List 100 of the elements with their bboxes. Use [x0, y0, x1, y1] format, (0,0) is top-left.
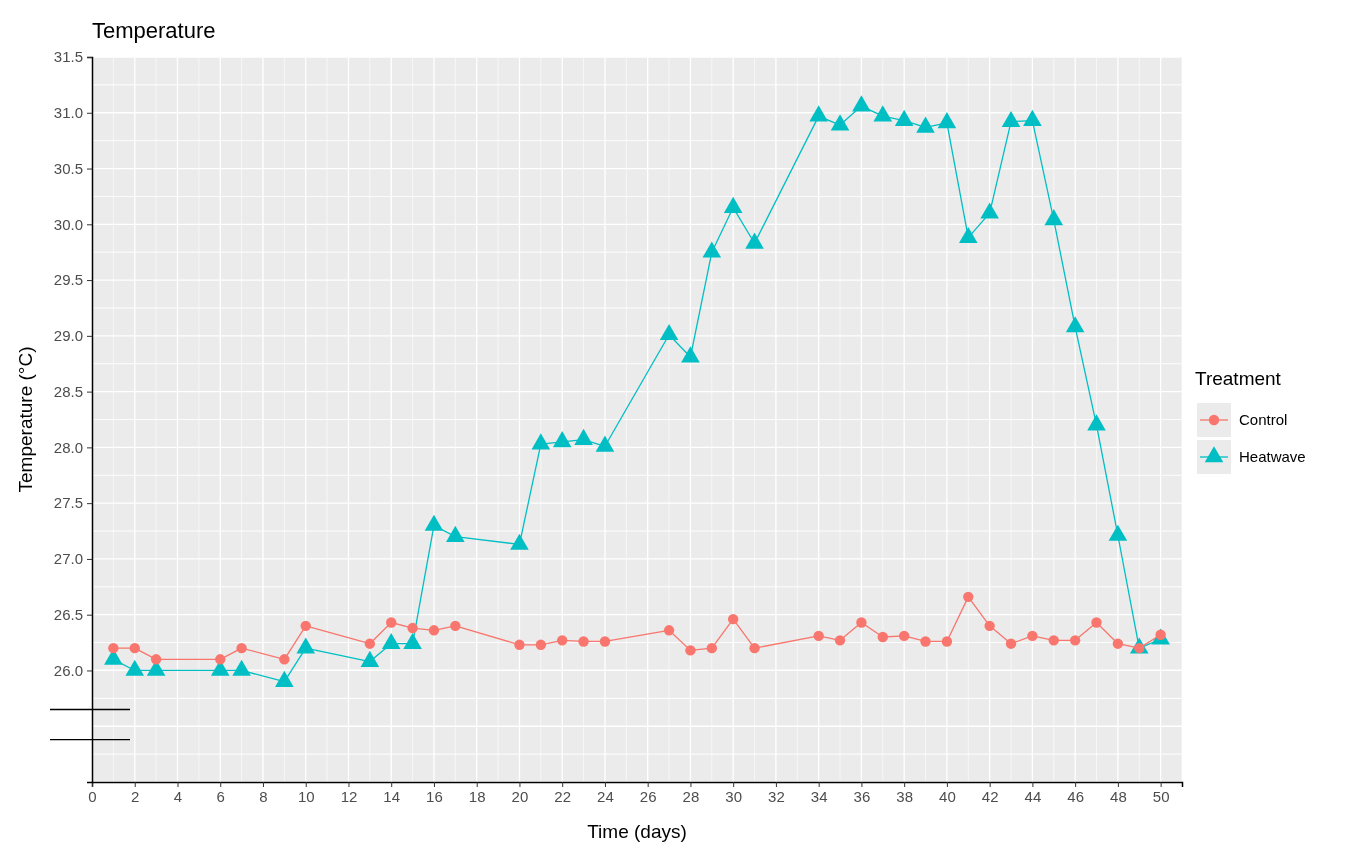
legend-title: Treatment [1195, 368, 1282, 389]
point [1065, 316, 1085, 333]
point [706, 642, 718, 654]
y-tick-label: 31.0 [53, 104, 83, 122]
point [809, 105, 828, 122]
point [364, 638, 376, 649]
x-tick-label: 10 [297, 787, 315, 805]
y-tick-label: 26.5 [53, 605, 83, 623]
y-tick-label: 28.0 [53, 438, 83, 456]
y-tick-label: 28.5 [53, 382, 83, 400]
point [1023, 109, 1042, 126]
point [150, 654, 162, 665]
point [578, 636, 589, 647]
point [215, 654, 226, 665]
y-tick-label: 30.0 [53, 215, 83, 233]
x-tick-label: 44 [1024, 787, 1042, 805]
point [958, 226, 978, 244]
point [1087, 414, 1106, 431]
x-tick-label: 40 [939, 787, 956, 805]
point [1112, 638, 1124, 649]
legend-label: Control [1239, 411, 1288, 428]
point [108, 642, 119, 654]
y-tick-label: 26.0 [53, 661, 83, 679]
x-tick-label: 42 [981, 787, 999, 805]
point [407, 622, 418, 634]
chart-title: Temperature [92, 18, 216, 43]
x-axis-title: Time (days) [587, 821, 687, 842]
x-tick-label: 14 [383, 787, 401, 805]
point [916, 116, 935, 133]
point [877, 631, 888, 643]
point [749, 642, 760, 654]
point [920, 636, 931, 647]
x-tick-label: 20 [511, 787, 529, 805]
x-tick-label: 38 [896, 787, 913, 805]
point [1091, 617, 1102, 628]
point [129, 642, 140, 654]
point [1005, 638, 1017, 649]
x-tick-label: 16 [426, 787, 443, 805]
point [574, 428, 593, 445]
point [834, 635, 846, 646]
point [937, 112, 957, 129]
point [873, 105, 893, 122]
point [300, 620, 311, 632]
point [1048, 635, 1059, 646]
point [702, 241, 722, 258]
point [663, 625, 675, 636]
x-tick-label: 50 [1152, 787, 1170, 805]
x-tick-label: 24 [597, 787, 614, 805]
y-tick-label: 27.0 [53, 550, 83, 568]
point [535, 639, 547, 650]
point [963, 591, 974, 603]
x-tick-label: 2 [131, 787, 140, 805]
x-tick-label: 22 [554, 787, 572, 805]
y-tick-label: 29.0 [53, 327, 83, 345]
point [813, 630, 824, 642]
x-tick-label: 46 [1067, 787, 1084, 805]
y-tick-label: 30.5 [53, 159, 83, 177]
x-tick-label: 6 [216, 787, 225, 805]
point [1044, 209, 1064, 226]
point [980, 202, 999, 219]
point [450, 620, 461, 632]
x-tick-label: 28 [682, 787, 700, 805]
x-tick-label: 4 [173, 787, 183, 805]
point [830, 114, 850, 131]
point [279, 654, 290, 665]
point [745, 232, 764, 249]
x-tick-label: 30 [725, 787, 743, 805]
x-tick-label: 8 [259, 787, 268, 805]
point [556, 635, 568, 646]
x-tick-label: 34 [810, 787, 828, 805]
y-tick-label: 31.5 [53, 48, 83, 66]
y-tick-label: 27.5 [53, 494, 83, 512]
x-tick-label: 12 [340, 787, 358, 805]
point [681, 346, 700, 363]
point [894, 109, 914, 126]
point [898, 630, 910, 642]
point [599, 636, 611, 647]
y-tick-label: 29.5 [53, 271, 83, 289]
legend-label: Heatwave [1239, 448, 1306, 465]
point [1027, 630, 1038, 642]
point [723, 196, 743, 213]
point [1001, 110, 1021, 128]
x-tick-label: 26 [639, 787, 657, 805]
x-tick-label: 0 [88, 787, 97, 805]
point [856, 617, 867, 628]
point [428, 625, 440, 636]
point [236, 642, 247, 654]
point [984, 620, 995, 632]
point [941, 636, 953, 647]
point [1069, 635, 1081, 646]
point [552, 431, 572, 448]
point [531, 433, 551, 450]
point [386, 617, 397, 628]
point [685, 645, 696, 656]
x-tick-label: 36 [853, 787, 871, 805]
point [727, 613, 739, 625]
x-tick-label: 32 [768, 787, 785, 805]
point [514, 639, 525, 650]
point [659, 323, 679, 341]
point [852, 95, 871, 112]
